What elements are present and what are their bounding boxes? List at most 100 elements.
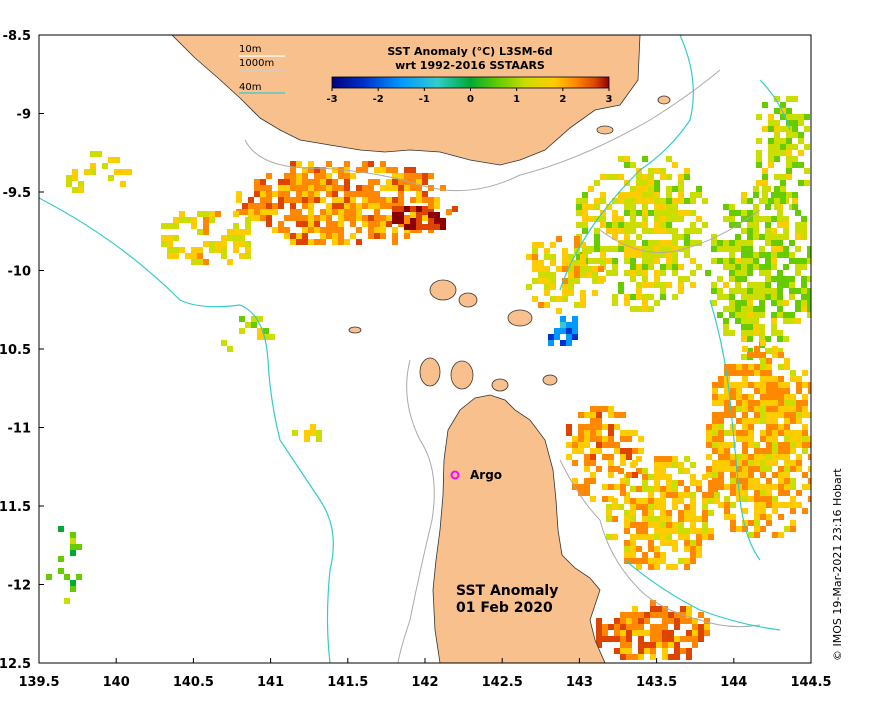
sst-pixel: [804, 126, 810, 132]
sst-pixel: [778, 532, 784, 538]
sst-pixel: [771, 246, 777, 252]
sst-pixel: [789, 318, 795, 324]
sst-pixel: [114, 157, 120, 163]
sst-pixel: [374, 191, 380, 197]
sst-pixel: [260, 185, 266, 191]
sst-pixel: [690, 528, 696, 534]
sst-pixel: [308, 239, 314, 245]
sst-pixel: [254, 215, 260, 221]
sst-pixel: [642, 534, 648, 540]
sst-pixel: [588, 204, 594, 210]
sst-pixel: [290, 179, 296, 185]
sst-pixel: [792, 156, 798, 162]
sst-pixel: [718, 412, 724, 418]
sst-pixel: [606, 270, 612, 276]
sst-pixel: [754, 346, 760, 352]
sst-pixel: [666, 492, 672, 498]
sst-pixel: [556, 308, 562, 314]
sst-pixel: [638, 630, 644, 636]
sst-pixel: [747, 330, 753, 336]
sst-pixel: [684, 528, 690, 534]
sst-pixel: [624, 492, 630, 498]
sst-pixel: [696, 192, 702, 198]
sst-pixel: [638, 618, 644, 624]
sst-pixel: [404, 179, 410, 185]
sst-pixel: [608, 454, 614, 460]
sst-pixel: [796, 436, 802, 442]
sst-pixel: [648, 246, 654, 252]
sst-pixel: [735, 300, 741, 306]
sst-pixel: [636, 198, 642, 204]
sst-pixel: [736, 406, 742, 412]
sst-pixel: [245, 247, 251, 253]
sst-pixel: [759, 252, 765, 258]
sst-pixel: [808, 454, 811, 460]
sst-pixel: [290, 173, 296, 179]
sst-pixel: [398, 212, 404, 218]
sst-pixel: [766, 448, 772, 454]
sst-pixel: [730, 370, 736, 376]
sst-pixel: [332, 221, 338, 227]
sst-pixel: [708, 486, 714, 492]
sst-pixel: [582, 246, 588, 252]
sst-pixel: [526, 254, 532, 260]
sst-pixel: [723, 294, 729, 300]
sst-pixel: [666, 156, 672, 162]
sst-pixel: [320, 209, 326, 215]
sst-pixel: [772, 382, 778, 388]
sst-pixel: [768, 120, 774, 126]
sst-pixel: [674, 654, 680, 660]
sst-pixel: [778, 466, 784, 472]
sst-pixel: [789, 276, 795, 282]
sst-pixel: [620, 412, 626, 418]
x-tick-label: 140: [103, 675, 130, 690]
sst-pixel: [814, 424, 820, 430]
sst-pixel: [798, 132, 804, 138]
sst-pixel: [768, 144, 774, 150]
sst-pixel: [624, 258, 630, 264]
sst-pixel: [648, 546, 654, 552]
sst-pixel: [706, 442, 712, 448]
sst-pixel: [672, 564, 678, 570]
sst-pixel: [660, 510, 666, 516]
sst-pixel: [638, 436, 644, 442]
x-tick-label: 140.5: [173, 675, 214, 690]
sst-pixel: [747, 312, 753, 318]
sst-pixel: [777, 270, 783, 276]
sst-pixel: [614, 448, 620, 454]
sst-pixel: [648, 294, 654, 300]
sst-pixel: [578, 412, 584, 418]
sst-pixel: [584, 412, 590, 418]
sst-pixel: [350, 215, 356, 221]
sst-pixel: [356, 227, 362, 233]
sst-pixel: [618, 288, 624, 294]
sst-pixel: [735, 246, 741, 252]
sst-pixel: [596, 406, 602, 412]
sst-pixel: [753, 222, 759, 228]
sst-pixel: [678, 480, 684, 486]
colorbar-tick-label: 2: [559, 94, 566, 105]
sst-pixel: [566, 442, 572, 448]
sst-pixel: [802, 424, 808, 430]
sst-pixel: [590, 424, 596, 430]
sst-pixel: [666, 510, 672, 516]
sst-pixel: [741, 198, 747, 204]
sst-pixel: [602, 624, 608, 630]
sst-pixel: [772, 388, 778, 394]
sst-pixel: [748, 532, 754, 538]
sst-pixel: [654, 180, 660, 186]
sst-pixel: [422, 206, 428, 212]
sst-pixel: [630, 546, 636, 552]
sst-pixel: [167, 253, 173, 259]
sst-pixel: [538, 302, 544, 308]
sst-pixel: [642, 198, 648, 204]
sst-pixel: [668, 612, 674, 618]
sst-pixel: [574, 266, 580, 272]
sst-pixel: [741, 300, 747, 306]
sst-pixel: [422, 224, 428, 230]
sst-pixel: [203, 211, 209, 217]
sst-pixel: [203, 229, 209, 235]
sst-pixel: [227, 229, 233, 235]
sst-pixel: [568, 284, 574, 290]
sst-pixel: [648, 492, 654, 498]
